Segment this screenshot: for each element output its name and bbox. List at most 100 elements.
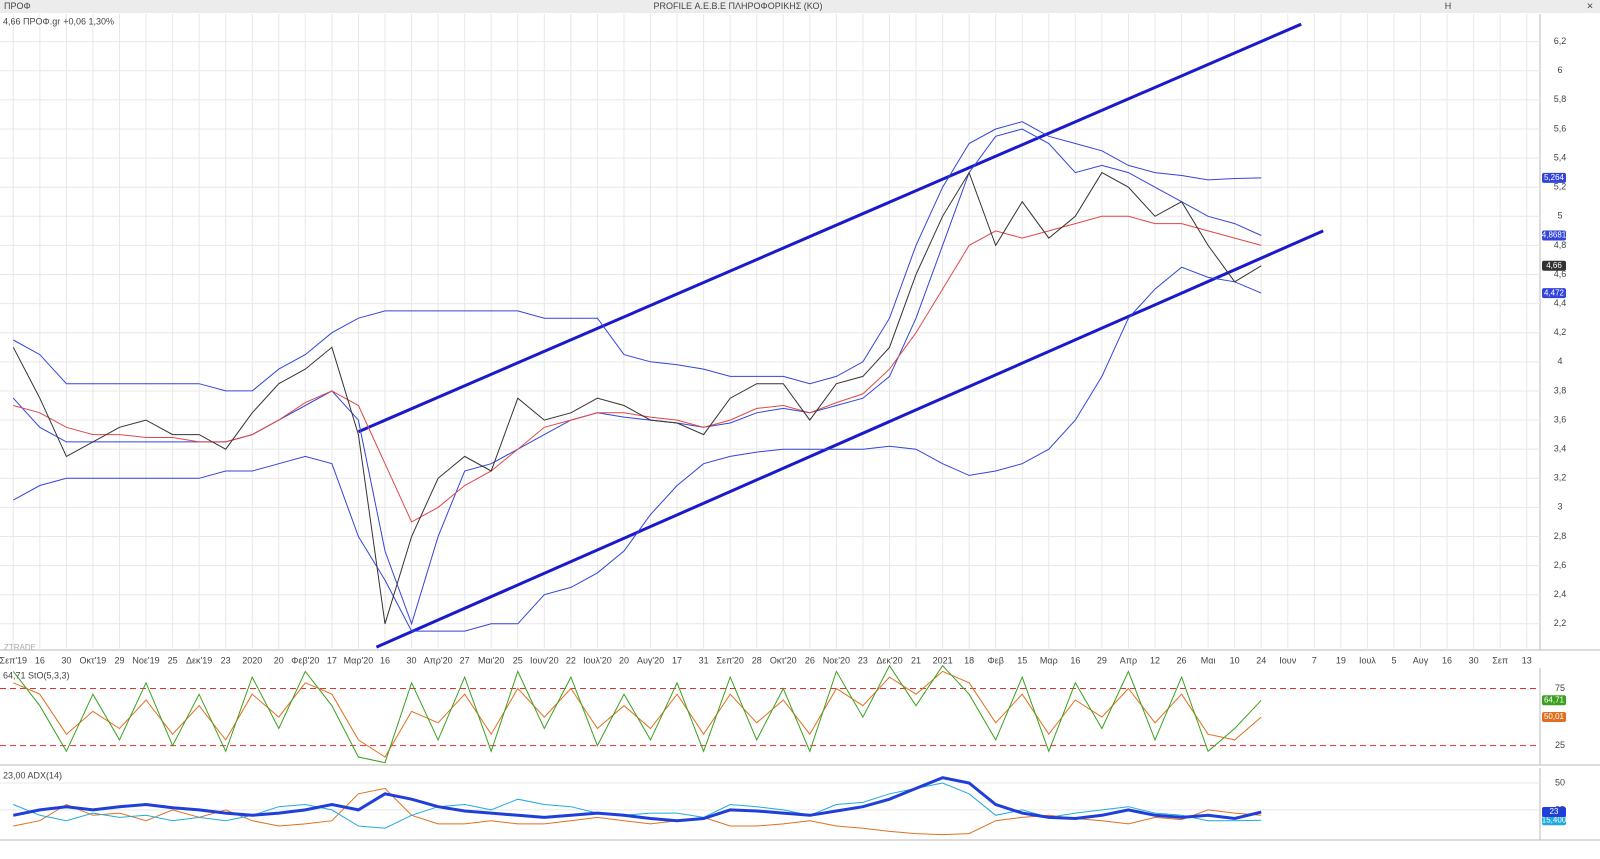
menu-button[interactable]: H xyxy=(1445,1,1452,11)
series-line xyxy=(12,664,1262,764)
x-tick-label: Απρ'20 xyxy=(424,655,453,665)
x-tick-label: 2021 xyxy=(933,655,953,665)
series-line xyxy=(13,266,1262,632)
x-tick-label: 19 xyxy=(1336,655,1346,665)
x-tick-label: Σεπ xyxy=(1492,655,1508,665)
series-line xyxy=(13,776,1262,823)
y-tick-label: 3,8 xyxy=(1554,385,1567,395)
last-value-label: 15,400 xyxy=(1542,815,1567,824)
x-tick-label: 28 xyxy=(752,655,762,665)
x-tick-label: Μαι'20 xyxy=(478,655,504,665)
x-tick-label: 20 xyxy=(619,655,629,665)
price-change: +0,06 1,30% xyxy=(63,16,114,26)
x-tick-label: 23 xyxy=(221,655,231,665)
x-tick-label: 26 xyxy=(1177,655,1187,665)
x-tick-label: Αυγ xyxy=(1413,655,1429,665)
y-tick-label: 3,6 xyxy=(1554,414,1567,424)
x-tick-label: Ιουν'20 xyxy=(530,655,559,665)
x-tick-label: Απρ xyxy=(1120,655,1137,665)
title-bar xyxy=(0,0,1600,13)
x-tick-label: 12 xyxy=(1150,655,1160,665)
last-value-box xyxy=(1542,288,1566,299)
x-tick-label: Φεβ'20 xyxy=(291,655,319,665)
y-tick-label: 2,4 xyxy=(1554,589,1567,599)
last-value-box xyxy=(1542,172,1566,183)
channel-upper xyxy=(357,22,1302,434)
y-tick-label: 6,2 xyxy=(1554,36,1567,46)
x-tick-label: 29 xyxy=(114,655,124,665)
last-value-box xyxy=(1542,815,1566,826)
x-tick-label: 18 xyxy=(964,655,974,665)
last-value-box xyxy=(1542,807,1566,818)
x-tick-label: Μαι xyxy=(1201,655,1216,665)
y-tick-label: 5 xyxy=(1557,211,1562,221)
x-tick-label: 17 xyxy=(327,655,337,665)
y-tick-label: 4,4 xyxy=(1554,298,1567,308)
last-value-label: 23 xyxy=(1550,807,1559,816)
x-tick-label: Μαρ'20 xyxy=(344,655,374,665)
last-value-label: 5,264 xyxy=(1544,173,1565,182)
last-value-label: 4,8681 xyxy=(1542,231,1567,240)
x-tick-label: 29 xyxy=(1097,655,1107,665)
y-tick-label: 4 xyxy=(1557,356,1562,366)
y-tick-label: 4,8 xyxy=(1554,240,1567,250)
x-tick-label: Μαρ xyxy=(1040,655,1058,665)
series-line xyxy=(13,121,1262,392)
last-value-box xyxy=(1542,695,1566,706)
x-tick-label: 30 xyxy=(61,655,71,665)
x-tick-label: 2020 xyxy=(242,655,262,665)
y-tick-label: 50 xyxy=(1555,777,1565,787)
last-value-label: 50,01 xyxy=(1544,712,1565,721)
y-tick-label: 3 xyxy=(1557,502,1562,512)
window-title: PROFILE Α.Ε.Β.Ε ΠΛΗΡΟΦΟΡΙΚΗΣ (ΚΟ) xyxy=(653,1,822,11)
y-tick-label: 2,6 xyxy=(1554,560,1567,570)
x-tick-label: 13 xyxy=(1522,655,1532,665)
x-tick-label: 10 xyxy=(1230,655,1240,665)
y-tick-label: 5,4 xyxy=(1554,152,1567,162)
y-tick-label: 5,2 xyxy=(1554,182,1567,192)
last-value-box xyxy=(1542,712,1566,723)
y-tick-label: 4,6 xyxy=(1554,269,1567,279)
y-tick-label: 2,2 xyxy=(1554,618,1567,628)
y-tick-label: 3,4 xyxy=(1554,444,1567,454)
x-tick-label: 5 xyxy=(1391,655,1396,665)
y-tick-label: 75 xyxy=(1555,683,1565,693)
x-tick-label: Νοε'19 xyxy=(132,655,159,665)
x-tick-label: 16 xyxy=(35,655,45,665)
x-tick-label: Δεκ'19 xyxy=(186,655,212,665)
panel-title: 64,71 StO(5,3,3) xyxy=(3,670,70,680)
x-tick-label: 27 xyxy=(460,655,470,665)
x-tick-label: Σεπ'19 xyxy=(0,655,27,665)
x-tick-label: Οκτ'20 xyxy=(770,655,797,665)
y-tick-label: 5,8 xyxy=(1554,94,1567,104)
x-tick-label: 25 xyxy=(513,655,523,665)
last-value-box xyxy=(1542,230,1566,241)
close-button[interactable]: × xyxy=(1587,0,1593,12)
x-tick-label: Οκτ'19 xyxy=(80,655,107,665)
x-tick-label: Ιουλ'20 xyxy=(583,655,612,665)
x-tick-label: Σεπ'20 xyxy=(716,655,744,665)
x-tick-label: Ιουν xyxy=(1279,655,1296,665)
y-tick-label: 2,8 xyxy=(1554,531,1567,541)
x-tick-label: 7 xyxy=(1312,655,1317,665)
y-tick-label: 5,6 xyxy=(1554,123,1567,133)
x-tick-label: 25 xyxy=(168,655,178,665)
series-line xyxy=(13,215,1262,523)
y-tick-label: 6 xyxy=(1557,65,1562,75)
x-tick-label: 15 xyxy=(1017,655,1027,665)
x-tick-label: 23 xyxy=(858,655,868,665)
x-tick-label: 21 xyxy=(911,655,921,665)
x-tick-label: Φεβ xyxy=(988,655,1004,665)
panel-title: 23,00 ADX(14) xyxy=(3,770,62,780)
tab-label[interactable]: ΠΡΟΦ xyxy=(4,1,31,11)
x-tick-label: Ιουλ xyxy=(1359,655,1376,665)
x-tick-label: Νοε'20 xyxy=(823,655,850,665)
x-tick-label: 31 xyxy=(699,655,709,665)
last-value-label: 64,71 xyxy=(1544,695,1565,704)
series-line xyxy=(12,128,1262,626)
series-line xyxy=(13,782,1262,829)
x-tick-label: Αυγ'20 xyxy=(637,655,664,665)
x-tick-label: 26 xyxy=(805,655,815,665)
x-tick-label: 30 xyxy=(1469,655,1479,665)
